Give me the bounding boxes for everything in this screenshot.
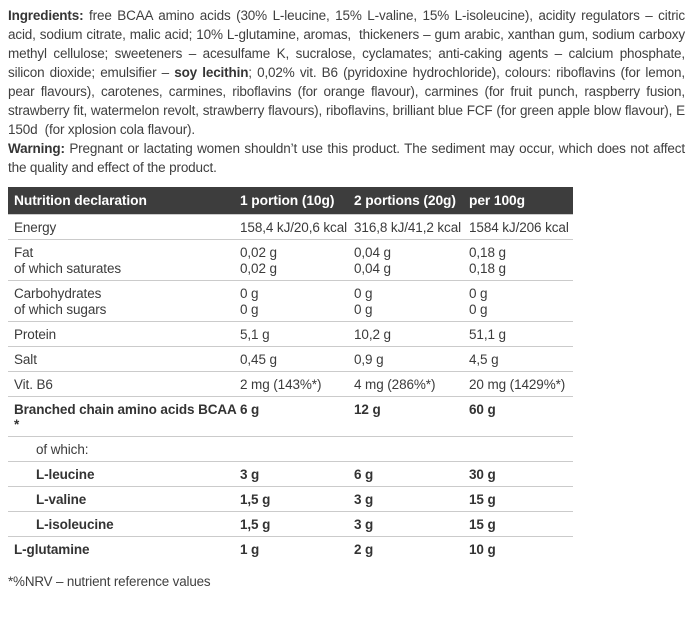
row-l-leucine: L-leucine 3 g 6 g 30 g <box>8 461 573 487</box>
cell-portion1: 2 mg (143%*) <box>240 371 354 397</box>
cell-per100g <box>469 436 573 462</box>
ingredients-bold-soy-lecithin: soy lecithin <box>174 65 249 80</box>
ingredients-text-2: ; 0,02% vit. B6 (pyridoxine hydrochlorid… <box>8 65 685 137</box>
cell-label: Carbohydrates <box>8 280 240 302</box>
cell-per100g: 0 g <box>469 280 573 302</box>
cell-label: of which: <box>8 436 240 462</box>
col-header-2-portions: 2 portions (20g) <box>354 187 469 215</box>
cell-portion1: 1 g <box>240 536 354 561</box>
cell-per100g: 0 g <box>469 302 488 317</box>
cell-label: Energy <box>8 214 240 240</box>
cell-per100g: 15 g <box>469 511 573 537</box>
row-bcaa: Branched chain amino acids BCAA * 6 g 12… <box>8 396 573 437</box>
cell-label: of which sugars <box>14 302 107 317</box>
cell-label: Salt <box>8 346 240 372</box>
cell-portion1: 5,1 g <box>240 321 354 347</box>
warning-paragraph: Warning: Pregnant or lactating women sho… <box>8 139 685 177</box>
col-header-per-100g: per 100g <box>469 187 573 215</box>
cell-label: Protein <box>8 321 240 347</box>
cell-portion1: 0 g <box>240 280 354 302</box>
cell-portion2: 0,9 g <box>354 346 469 372</box>
cell-portion2: 10,2 g <box>354 321 469 347</box>
row-salt: Salt 0,45 g 0,9 g 4,5 g <box>8 346 573 372</box>
row-protein: Protein 5,1 g 10,2 g 51,1 g <box>8 321 573 347</box>
row-energy: Energy 158,4 kJ/20,6 kcal 316,8 kJ/41,2 … <box>8 214 573 240</box>
cell-portion2: 0 g <box>354 280 469 302</box>
cell-per100g: 0,18 g <box>469 239 573 261</box>
cell-portion1: 1,5 g <box>240 511 354 537</box>
product-details-section: Ingredients: free BCAA amino acids (30% … <box>8 6 685 589</box>
row-carbohydrates: Carbohydrates 0 g 0 g 0 g <box>8 280 573 302</box>
cell-portion2: 3 g <box>354 486 469 512</box>
cell-per100g: 30 g <box>469 461 573 487</box>
row-fat: Fat 0,02 g 0,04 g 0,18 g <box>8 239 573 261</box>
cell-portion1: 1,5 g <box>240 486 354 512</box>
cell-label: L-isoleucine <box>8 511 240 537</box>
cell-portion2 <box>354 436 469 462</box>
cell-portion2: 0 g <box>354 302 373 317</box>
cell-per100g: 10 g <box>469 536 573 561</box>
cell-per100g: 60 g <box>469 396 573 437</box>
cell-portion1: 0,02 g <box>240 261 277 276</box>
cell-portion1: 3 g <box>240 461 354 487</box>
ingredients-text-1: free BCAA amino acids (30% L-leucine, 15… <box>8 8 685 80</box>
cell-label: of which saturates <box>14 261 122 276</box>
row-of-which: of which: <box>8 436 573 462</box>
col-header-nutrition-declaration: Nutrition declaration <box>8 187 240 215</box>
cell-portion1: 0 g <box>240 302 259 317</box>
ingredients-paragraph: Ingredients: free BCAA amino acids (30% … <box>8 6 685 139</box>
cell-portion2: 0,04 g <box>354 261 391 276</box>
row-l-valine: L-valine 1,5 g 3 g 15 g <box>8 486 573 512</box>
cell-portion2: 12 g <box>354 396 469 437</box>
row-fat-saturates: of which saturates 0,02 g 0,04 g 0,18 g <box>8 261 573 281</box>
ingredients-label: Ingredients: <box>8 8 84 23</box>
cell-per100g: 0,18 g <box>469 261 506 276</box>
cell-per100g: 4,5 g <box>469 346 573 372</box>
cell-portion1: 6 g <box>240 396 354 437</box>
cell-label: Branched chain amino acids BCAA * <box>8 396 240 437</box>
nutrition-table-header-row: Nutrition declaration 1 portion (10g) 2 … <box>8 187 573 215</box>
cell-portion1 <box>240 436 354 462</box>
cell-label: L-valine <box>8 486 240 512</box>
cell-portion2: 316,8 kJ/41,2 kcal <box>354 214 469 240</box>
cell-label: L-leucine <box>8 461 240 487</box>
cell-portion1: 0,02 g <box>240 239 354 261</box>
row-carbs-sugars: of which sugars 0 g 0 g 0 g <box>8 302 573 322</box>
nutrition-table: Nutrition declaration 1 portion (10g) 2 … <box>8 187 573 561</box>
cell-portion2: 0,04 g <box>354 239 469 261</box>
row-vit-b6: Vit. B6 2 mg (143%*) 4 mg (286%*) 20 mg … <box>8 371 573 397</box>
cell-label: Fat <box>8 239 240 261</box>
nrv-footnote: *%NRV – nutrient reference values <box>8 574 211 589</box>
cell-per100g: 20 mg (1429%*) <box>469 371 573 397</box>
cell-per100g: 51,1 g <box>469 321 573 347</box>
warning-text: Pregnant or lactating women shouldn’t us… <box>8 141 685 175</box>
cell-portion1: 158,4 kJ/20,6 kcal <box>240 214 354 240</box>
cell-portion2: 3 g <box>354 511 469 537</box>
row-l-glutamine: L-glutamine 1 g 2 g 10 g <box>8 536 573 561</box>
cell-label: Vit. B6 <box>8 371 240 397</box>
cell-per100g: 1584 kJ/206 kcal <box>469 214 573 240</box>
cell-portion2: 6 g <box>354 461 469 487</box>
row-l-isoleucine: L-isoleucine 1,5 g 3 g 15 g <box>8 511 573 537</box>
cell-portion2: 4 mg (286%*) <box>354 371 469 397</box>
col-header-1-portion: 1 portion (10g) <box>240 187 354 215</box>
cell-per100g: 15 g <box>469 486 573 512</box>
cell-portion2: 2 g <box>354 536 469 561</box>
warning-label: Warning: <box>8 141 65 156</box>
cell-label: L-glutamine <box>8 536 240 561</box>
cell-portion1: 0,45 g <box>240 346 354 372</box>
